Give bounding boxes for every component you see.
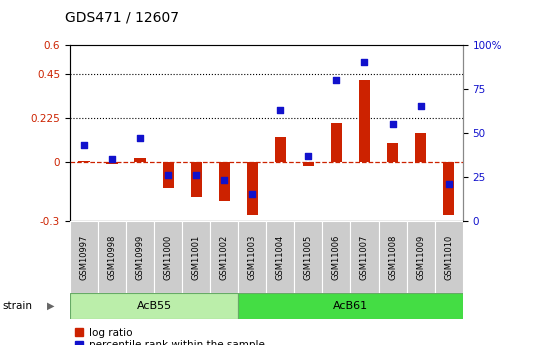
Text: GSM11010: GSM11010 bbox=[444, 234, 453, 280]
Bar bbox=[190, 162, 202, 197]
Bar bbox=[303, 162, 314, 166]
Bar bbox=[294, 221, 322, 293]
Bar bbox=[350, 221, 379, 293]
Point bbox=[80, 142, 88, 148]
Text: strain: strain bbox=[3, 301, 33, 311]
Point bbox=[332, 77, 341, 83]
Text: GSM11002: GSM11002 bbox=[220, 234, 229, 280]
Point bbox=[108, 157, 116, 162]
Point bbox=[416, 104, 425, 109]
Text: GSM11007: GSM11007 bbox=[360, 234, 369, 280]
Bar bbox=[387, 142, 398, 162]
Text: GSM11000: GSM11000 bbox=[164, 234, 173, 280]
Bar bbox=[238, 293, 463, 319]
Bar bbox=[266, 221, 294, 293]
Text: ▶: ▶ bbox=[47, 301, 55, 311]
Bar bbox=[275, 137, 286, 162]
Text: GSM11008: GSM11008 bbox=[388, 234, 397, 280]
Text: GSM10997: GSM10997 bbox=[80, 234, 88, 280]
Text: GDS471 / 12607: GDS471 / 12607 bbox=[65, 10, 179, 24]
Bar bbox=[435, 221, 463, 293]
Text: GSM11006: GSM11006 bbox=[332, 234, 341, 280]
Bar bbox=[70, 293, 238, 319]
Text: GSM11003: GSM11003 bbox=[248, 234, 257, 280]
Point bbox=[164, 172, 172, 178]
Bar bbox=[415, 133, 426, 162]
Bar bbox=[210, 221, 238, 293]
Point bbox=[444, 181, 453, 187]
Bar bbox=[407, 221, 435, 293]
Bar bbox=[331, 123, 342, 162]
Bar bbox=[154, 221, 182, 293]
Legend: log ratio, percentile rank within the sample: log ratio, percentile rank within the sa… bbox=[75, 328, 265, 345]
Text: GSM10999: GSM10999 bbox=[136, 234, 145, 280]
Text: AcB55: AcB55 bbox=[137, 301, 172, 311]
Point bbox=[360, 60, 369, 65]
Bar bbox=[126, 221, 154, 293]
Bar bbox=[162, 162, 174, 188]
Point bbox=[388, 121, 397, 127]
Text: AcB61: AcB61 bbox=[333, 301, 368, 311]
Bar bbox=[238, 221, 266, 293]
Bar bbox=[70, 221, 98, 293]
Point bbox=[136, 135, 144, 141]
Bar bbox=[134, 158, 146, 162]
Bar bbox=[443, 162, 454, 215]
Point bbox=[248, 192, 257, 197]
Point bbox=[304, 153, 313, 158]
Text: GSM10998: GSM10998 bbox=[108, 234, 117, 280]
Bar bbox=[182, 221, 210, 293]
Bar bbox=[359, 80, 370, 162]
Text: GSM11004: GSM11004 bbox=[276, 234, 285, 280]
Text: GSM11005: GSM11005 bbox=[304, 234, 313, 280]
Bar bbox=[246, 162, 258, 215]
Text: GSM11001: GSM11001 bbox=[192, 234, 201, 280]
Text: GSM11009: GSM11009 bbox=[416, 234, 425, 280]
Point bbox=[276, 107, 285, 113]
Point bbox=[192, 172, 201, 178]
Bar bbox=[79, 161, 89, 162]
Bar bbox=[218, 162, 230, 201]
Bar bbox=[322, 221, 350, 293]
Point bbox=[220, 178, 229, 183]
Bar bbox=[379, 221, 407, 293]
Bar bbox=[107, 162, 118, 164]
Bar bbox=[98, 221, 126, 293]
